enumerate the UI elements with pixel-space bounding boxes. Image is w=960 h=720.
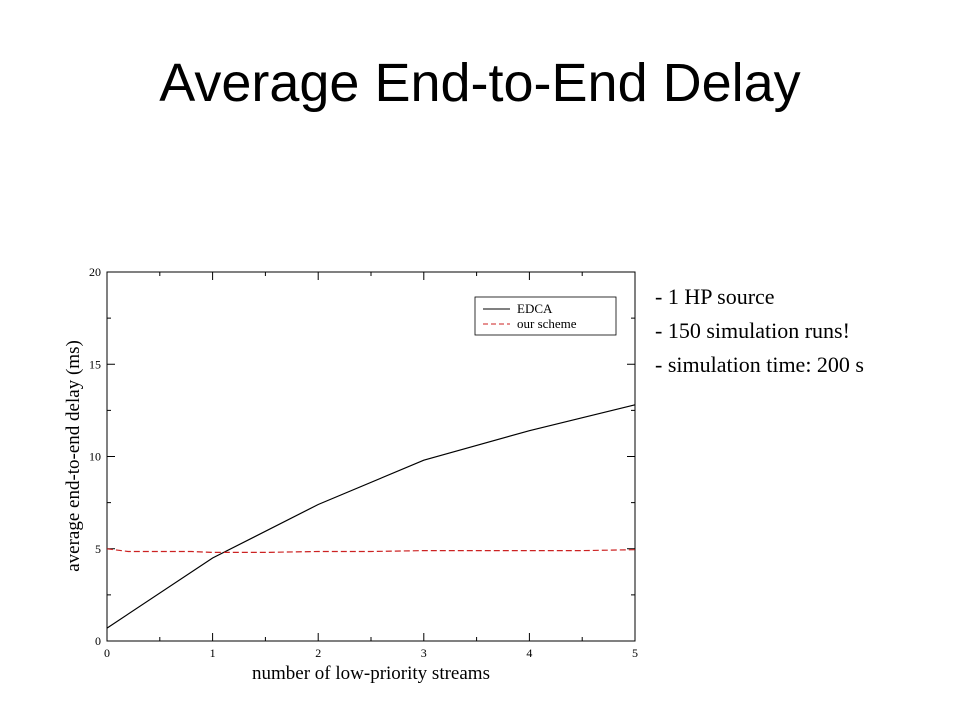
- x-axis-label: number of low-priority streams: [252, 663, 490, 684]
- series-line-our-scheme: [106, 548, 636, 554]
- note-simulation-runs: - 150 simulation runs!: [655, 318, 850, 343]
- y-tick-label: 5: [95, 542, 101, 556]
- legend-label-our-scheme: our scheme: [517, 316, 577, 331]
- note-hp-source: - 1 HP source: [655, 284, 775, 309]
- note-simulation-time: - simulation time: 200 s: [655, 352, 864, 377]
- y-axis-label: average end-to-end delay (ms): [63, 340, 84, 572]
- y-tick-label: 20: [89, 265, 101, 279]
- y-tick-label: 0: [95, 634, 101, 648]
- y-tick-label: 10: [89, 450, 101, 464]
- slide-title: Average End-to-End Delay: [159, 53, 801, 113]
- legend-box: [474, 296, 617, 336]
- x-tick-label: 5: [632, 646, 638, 660]
- legend: EDCA our scheme: [474, 296, 617, 336]
- x-tick-label: 3: [421, 646, 427, 660]
- x-tick-label: 2: [315, 646, 321, 660]
- axis-ticks: 0 1 2 3 4 5 0 5 10 15 20: [89, 265, 638, 660]
- x-tick-label: 4: [526, 646, 532, 660]
- legend-label-edca: EDCA: [517, 301, 553, 316]
- y-tick-label: 15: [89, 357, 101, 371]
- slide-notes: - 1 HP source - 150 simulation runs! - s…: [655, 280, 864, 382]
- x-tick-label: 1: [210, 646, 216, 660]
- series-lines: [106, 404, 636, 629]
- series-line-edca: [106, 404, 636, 629]
- x-tick-label: 0: [104, 646, 110, 660]
